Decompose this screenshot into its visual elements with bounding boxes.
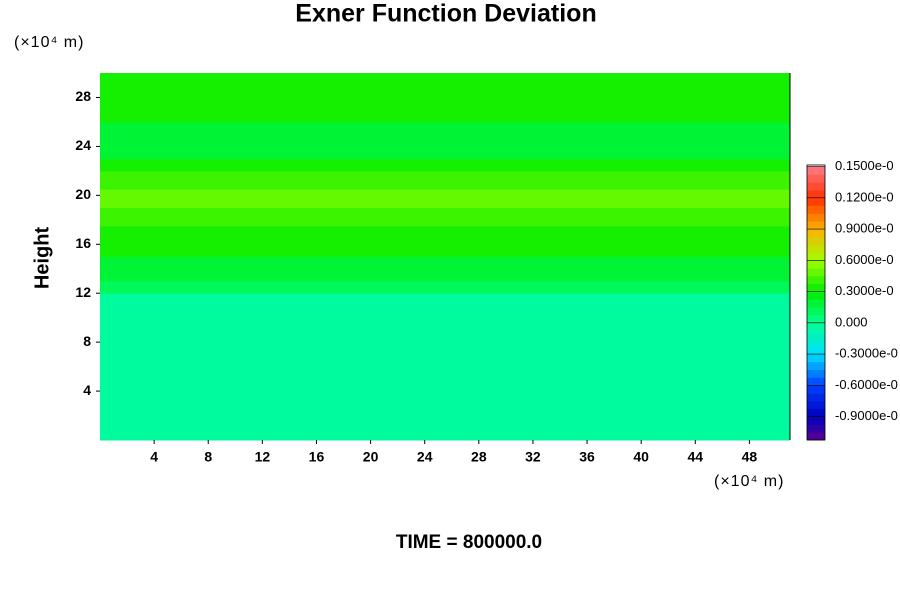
y-tick-label: 8 [83, 333, 91, 349]
colorbar-segment [807, 424, 825, 433]
y-tick-label: 12 [75, 284, 91, 300]
colorbar-segment [807, 299, 825, 308]
colorbar-label: 0.6000e-0 [835, 252, 894, 267]
colorbar-segment [807, 385, 825, 394]
x-unit: (×10⁴ m) [714, 473, 784, 490]
colorbar-segment [807, 330, 825, 339]
colorbar-segment [807, 416, 825, 425]
x-tick-label: 44 [688, 449, 704, 465]
colorbar-segment [807, 213, 825, 222]
y-unit: (×10⁴ m) [14, 34, 84, 51]
colorbar-segment [807, 291, 825, 300]
colorbar-segment [807, 322, 825, 331]
x-tick-label: 40 [633, 449, 649, 465]
y-axis-label: Height [31, 227, 53, 290]
colorbar-segment [807, 275, 825, 285]
colorbar-segment [807, 369, 825, 378]
y-tick-label: 20 [75, 186, 91, 202]
y-tick-label: 16 [75, 235, 91, 251]
colorbar-segment [807, 361, 825, 370]
colorbar-segment [807, 307, 825, 316]
heat-cell [100, 158, 790, 172]
x-tick-label: 16 [309, 449, 325, 465]
colorbar-segment [807, 268, 825, 277]
heat-cell [100, 293, 790, 441]
colorbar-segment [807, 400, 825, 410]
colorbar-label: 0.1200e-0 [835, 189, 894, 204]
heat-cell [100, 189, 790, 209]
heat-cell [100, 256, 790, 282]
colorbar-segment [807, 393, 825, 402]
colorbar-segment [807, 354, 825, 363]
chart-title: Exner Function Deviation [295, 0, 596, 28]
colorbar-segment [807, 236, 825, 245]
heat-cell [100, 207, 790, 227]
colorbar-label: 0.000 [835, 314, 868, 329]
x-tick-label: 28 [471, 449, 487, 465]
colorbar-segment [807, 377, 825, 386]
x-tick-label: 36 [579, 449, 595, 465]
colorbar-segment [807, 432, 825, 441]
colorbar-segment [807, 182, 825, 191]
colorbar-segment [807, 338, 825, 347]
colorbar-label: -0.3000e-0 [835, 346, 898, 361]
colorbar-segment [807, 283, 825, 292]
colorbar-segment [807, 197, 825, 206]
x-tick-label: 8 [204, 449, 212, 465]
colorbar-label: 0.1500e-0 [835, 158, 894, 173]
x-tick-label: 20 [363, 449, 379, 465]
colorbar-segment [807, 166, 825, 175]
colorbar-label: -0.9000e-0 [835, 408, 898, 423]
colorbar-segment [807, 260, 825, 269]
colorbar-label: 0.9000e-0 [835, 221, 894, 236]
heat-cell [100, 280, 790, 294]
colorbar-segment [807, 190, 825, 199]
heat-cell [100, 121, 790, 160]
heat-cell [100, 97, 790, 123]
colorbar-segment [807, 205, 825, 214]
colorbar-segment [807, 252, 825, 261]
colorbar-frame [806, 164, 826, 441]
y-tick-label: 28 [75, 88, 91, 104]
colorbar-segment [807, 174, 825, 183]
x-tick-label: 4 [150, 449, 158, 465]
x-tick-label: 32 [525, 449, 541, 465]
colorbar-segment [807, 408, 825, 417]
x-tick-label: 48 [742, 449, 758, 465]
colorbar-segment [807, 315, 825, 324]
colorbar-segment [807, 221, 825, 230]
x-tick-label: 24 [417, 449, 433, 465]
colorbar-segment [807, 346, 825, 355]
heat-cell [100, 73, 790, 98]
heat-cell [100, 170, 790, 190]
y-tick-label: 4 [83, 382, 91, 398]
colorbar-label: 0.3000e-0 [835, 283, 894, 298]
heat-cell [100, 225, 790, 257]
colorbar-segment [807, 244, 825, 253]
y-tick-label: 24 [75, 137, 91, 153]
x-tick-label: 12 [255, 449, 271, 465]
footer: TIME = 800000.0 [396, 532, 542, 553]
colorbar-segment [807, 229, 825, 238]
colorbar-label: -0.6000e-0 [835, 377, 898, 392]
